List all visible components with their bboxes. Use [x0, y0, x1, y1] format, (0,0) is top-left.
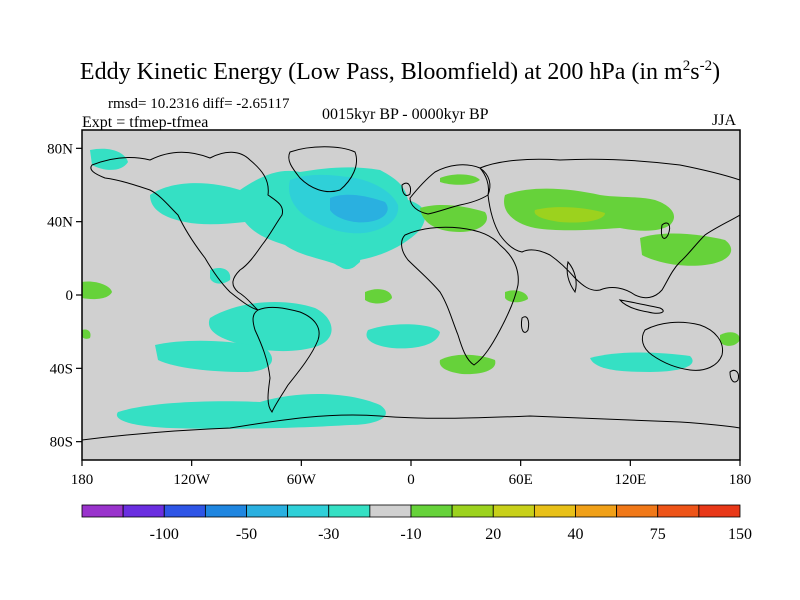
lat-label: 40S	[50, 361, 73, 377]
season-label: JJA	[712, 112, 737, 129]
madagascar-coast	[521, 316, 530, 333]
colorbar-swatch	[575, 504, 618, 518]
lat-axis: 80N 40N 0 40S 80S	[47, 141, 82, 451]
uk-coast	[401, 182, 411, 197]
colorbar: -100 -50 -30 -10 20 40 75 150	[81, 504, 752, 543]
lat-label: 80S	[50, 435, 73, 451]
colorbar-label: -50	[236, 526, 257, 543]
colorbar-swatch	[122, 504, 165, 518]
colorbar-label: 75	[650, 526, 666, 543]
period-label: 0015kyr BP - 0000kyr BP	[322, 106, 489, 123]
india-coast	[566, 260, 577, 294]
colorbar-swatch	[698, 504, 741, 518]
antarctica-coast	[82, 414, 740, 441]
chart-title: Eddy Kinetic Energy (Low Pass, Bloomfiel…	[79, 58, 721, 85]
colorbar-swatch	[451, 504, 494, 518]
positive-anomaly-south-africa	[439, 354, 496, 375]
lon-label: 60E	[509, 472, 533, 488]
lon-label: 180	[71, 472, 94, 488]
colorbar-swatch	[616, 504, 659, 518]
stats-text: rmsd= 10.2316 diff= -2.65117	[108, 96, 290, 112]
positive-anomaly-atlantic-eq	[365, 289, 392, 304]
colorbar-label: 40	[568, 526, 584, 543]
africa-coast	[401, 226, 519, 366]
colorbar-swatch	[328, 504, 371, 518]
positive-anomaly-east-africa	[505, 290, 528, 303]
colorbar-label: -30	[318, 526, 339, 543]
negative-anomaly-south-atlantic	[366, 324, 440, 349]
colorbar-swatch	[369, 504, 412, 518]
positive-anomaly-far-west-south	[82, 329, 91, 339]
colorbar-label: -100	[150, 526, 179, 543]
colorbar-swatch	[287, 504, 330, 518]
lat-label: 80N	[47, 141, 73, 157]
positive-anomaly-west-edge	[82, 281, 112, 300]
positive-anomaly-north-pacific	[640, 233, 732, 266]
colorbar-swatch	[410, 504, 453, 518]
positive-anomaly-australia-east	[720, 332, 740, 346]
negative-anomaly-south-ocean	[116, 394, 386, 429]
indonesia-coast	[618, 299, 664, 314]
colorbar-swatch	[492, 504, 535, 518]
japan-coast	[661, 222, 671, 239]
negative-anomaly-gulf	[210, 268, 231, 284]
colorbar-label: 20	[485, 526, 501, 543]
colorbar-swatch	[81, 504, 124, 518]
experiment-label: Expt = tfmep-tfmea	[82, 114, 209, 131]
colorbar-swatch	[533, 504, 576, 518]
australia-coast	[641, 321, 724, 371]
colorbar-swatch	[246, 504, 289, 518]
negative-anomaly-west-africa	[330, 243, 361, 268]
lon-label: 120W	[173, 472, 211, 488]
anomaly-fields	[82, 148, 740, 429]
coastlines	[82, 146, 740, 441]
asia-coast	[479, 158, 740, 299]
negative-anomaly-max	[330, 194, 388, 223]
new-zealand-coast	[729, 369, 739, 383]
colorbar-label: -10	[400, 526, 421, 543]
south-america-coast	[252, 306, 320, 413]
positive-anomaly-scandinavia	[440, 174, 480, 185]
positive-anomaly-eurasia-core	[534, 207, 605, 223]
lon-label: 60W	[287, 472, 317, 488]
north-america-coast	[90, 151, 284, 311]
colorbar-swatch	[204, 504, 247, 518]
lon-label: 0	[407, 472, 415, 488]
negative-anomaly-south-mid	[155, 340, 273, 372]
greenland-coast	[288, 146, 357, 193]
lon-label: 120E	[614, 472, 646, 488]
colorbar-label: 150	[728, 526, 752, 543]
lat-label: 0	[66, 288, 74, 304]
lon-label: 180	[729, 472, 752, 488]
lon-axis: 180 120W 60W 0 60E 120E 180	[71, 460, 752, 488]
colorbar-swatch	[657, 504, 700, 518]
negative-anomaly-south-pacific	[208, 302, 332, 352]
negative-anomaly-indian-ocean	[590, 352, 693, 372]
lat-label: 40N	[47, 215, 73, 231]
colorbar-swatch	[163, 504, 206, 518]
